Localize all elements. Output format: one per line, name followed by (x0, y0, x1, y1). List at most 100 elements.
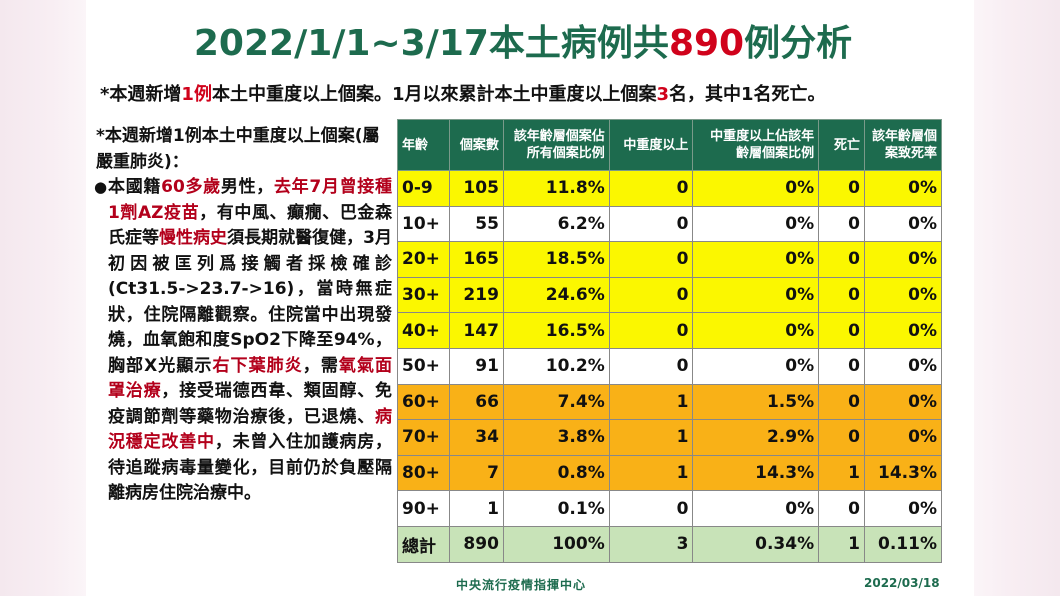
table-cell: 0 (608, 170, 694, 207)
case-seg: 本國籍 (108, 177, 162, 197)
table-cell: 105 (448, 170, 504, 207)
table-cell: 219 (448, 276, 504, 314)
summary-text-1: *本週新增 (100, 84, 182, 105)
table-cell: 1 (608, 419, 694, 456)
table-cell: 7.4% (502, 383, 610, 421)
table-cell: 1 (448, 490, 504, 527)
table-cell: 16.5% (502, 312, 610, 349)
table-cell: 890 (448, 525, 504, 563)
table-row: 70+ 34 3.8% 1 2.9% 0 0% (397, 419, 942, 456)
summary-text-2: 本土中重度以上個案。1月以來累計本土中重度以上個案 (211, 84, 657, 105)
table-cell: 3.8% (502, 419, 610, 456)
table-cell: 2.9% (692, 419, 820, 456)
table-row: 總計 890 100% 3 0.34% 1 0.11% (397, 525, 942, 563)
case-seg: ，接受瑞德西韋、類固醇、免疫調節劑等藥物治療後，已退燒、 (108, 381, 393, 427)
table-cell: 0 (818, 241, 865, 278)
table-cell: 0 (818, 347, 865, 385)
table-cell: 18.5% (502, 241, 610, 278)
summary-text-3: 名，其中1名死亡。 (669, 84, 826, 105)
header-severe-share: 中重度以上佔該年齡層個案比例 (692, 119, 820, 171)
table-cell: 0% (864, 170, 942, 207)
right-margin-panel (974, 0, 1060, 596)
table-cell: 11.8% (502, 170, 610, 207)
table-cell: 總計 (397, 525, 450, 563)
header-severe: 中重度以上 (608, 119, 694, 171)
footer-date: 2022/03/18 (864, 576, 940, 590)
summary-highlight-2: 3 (656, 84, 670, 105)
table-cell: 0% (864, 241, 942, 278)
case-seg-highlight: 病況穩定改善中 (108, 406, 392, 453)
table-cell: 0% (692, 312, 820, 349)
table-cell: 30+ (397, 276, 450, 314)
table-cell: 80+ (397, 454, 450, 492)
table-cell: 0% (864, 347, 942, 385)
table-cell: 1 (818, 454, 865, 492)
table-row: 30+ 219 24.6% 0 0% 0 0% (397, 276, 942, 314)
table-cell: 0% (692, 490, 820, 527)
case-seg: ，未曾入住加護病房，待追蹤病毒量變化，目前仍於負壓隔離病房住院治療中。 (108, 432, 393, 503)
header-age: 年齡 (397, 119, 450, 171)
table-cell: 7 (448, 454, 504, 492)
case-seg-highlight: 去年7月曾接種1劑AZ疫苗 (108, 177, 393, 223)
table-cell: 0 (818, 490, 865, 527)
bullet-icon: ● (94, 178, 108, 196)
left-margin-panel (0, 0, 86, 596)
slide-title: 2022/1/1~3/17本土病例共890例分析 (86, 14, 960, 66)
table-cell: 34 (448, 419, 504, 456)
table-cell: 1 (608, 383, 694, 421)
table-cell: 0% (864, 205, 942, 243)
table-row: 20+ 165 18.5% 0 0% 0 0% (397, 241, 942, 278)
table-row: 90+ 1 0.1% 0 0% 0 0% (397, 490, 942, 527)
table-cell: 0 (818, 383, 865, 421)
table-cell: 60+ (397, 383, 450, 421)
summary-highlight-1: 1例 (181, 84, 212, 105)
table-cell: 40+ (397, 312, 450, 349)
title-suffix: 例分析 (744, 23, 853, 64)
footer-organization: 中央流行疫情指揮中心 (456, 578, 587, 592)
table-cell: 1.5% (692, 383, 820, 421)
table-row: 10+ 55 6.2% 0 0% 0 0% (397, 205, 942, 243)
header-fatality-rate: 該年齡層個案致死率 (864, 119, 942, 171)
case-heading: *本週新增1例本土中重度以上個案(屬嚴重肺炎)： (96, 126, 380, 172)
case-seg-highlight: 慢性病史 (159, 228, 228, 248)
table-row: 50+ 91 10.2% 0 0% 0 0% (397, 347, 942, 385)
table-cell: 90+ (397, 490, 450, 527)
table-cell: 0% (692, 205, 820, 243)
table-cell: 0 (818, 312, 865, 349)
title-prefix: 2022/1/1~3/17本土病例共 (193, 23, 669, 64)
case-seg-highlight: 氧氣面罩治療 (108, 355, 393, 402)
table-cell: 0 (818, 276, 865, 314)
case-seg-highlight: 右下葉肺炎 (212, 355, 303, 376)
table-cell: 0% (864, 276, 942, 314)
table-cell: 0 (608, 241, 694, 278)
case-bullet-text: 本國籍60多歲男性，去年7月曾接種1劑AZ疫苗，有中風、癲癇、巴金森氏症等慢性病… (108, 175, 392, 507)
table-cell: 6.2% (502, 205, 610, 243)
table-cell: 0 (818, 419, 865, 456)
case-seg: 男性， (220, 177, 274, 197)
table-cell: 10.2% (502, 347, 610, 385)
table-cell: 10+ (397, 205, 450, 243)
table-cell: 0 (818, 170, 865, 207)
table-cell: 100% (502, 525, 610, 563)
table-cell: 3 (608, 525, 694, 563)
table-cell: 0 (818, 205, 865, 243)
header-case-share: 該年齡層個案佔所有個案比例 (502, 119, 610, 171)
table-cell: 14.3% (692, 454, 820, 492)
table-cell: 0% (692, 276, 820, 314)
table-row: 80+ 7 0.8% 1 14.3% 1 14.3% (397, 454, 942, 492)
header-deaths: 死亡 (818, 119, 865, 171)
table-cell: 0 (608, 276, 694, 314)
age-group-table: 年齡 個案數 該年齡層個案佔所有個案比例 中重度以上 中重度以上佔該年齡層個案比… (397, 119, 942, 563)
table-cell: 1 (608, 454, 694, 492)
table-cell: 165 (448, 241, 504, 278)
table-cell: 0 (608, 205, 694, 243)
table-cell: 0% (692, 170, 820, 207)
table-cell: 0% (864, 312, 942, 349)
table-cell: 20+ (397, 241, 450, 278)
table-cell: 91 (448, 347, 504, 385)
table-cell: 0% (864, 490, 942, 527)
table-cell: 0 (608, 490, 694, 527)
case-seg: ，需 (302, 355, 339, 376)
table-cell: 14.3% (864, 454, 942, 492)
case-seg: ，有中風、癲癇、巴金森氏症等 (108, 202, 393, 249)
